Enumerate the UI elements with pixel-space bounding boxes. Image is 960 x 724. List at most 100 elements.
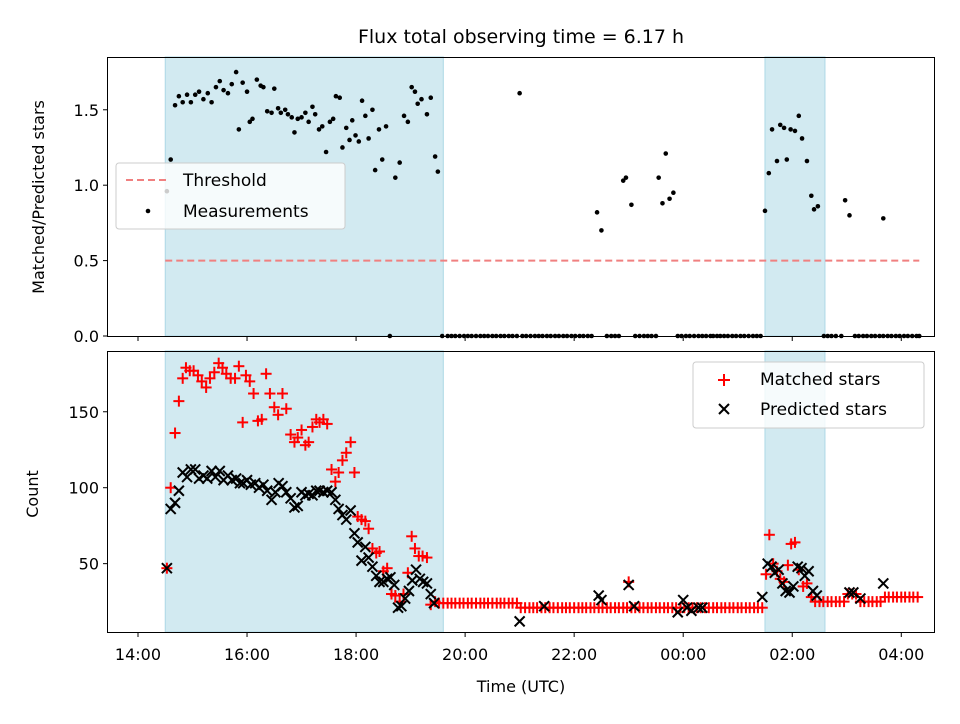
measurement-point: [671, 190, 676, 195]
top-y-axis-label: Matched/Predicted stars: [29, 100, 48, 294]
legend-matched-label: Matched stars: [760, 370, 880, 390]
measurement-point: [240, 80, 245, 85]
measurement-point: [377, 127, 382, 132]
measurement-point: [237, 127, 242, 132]
measurement-point: [384, 124, 389, 129]
measurement-point: [255, 77, 260, 82]
measurement-point: [366, 136, 371, 141]
measurement-point: [272, 86, 277, 91]
measurement-point: [344, 126, 349, 131]
measurement-point: [809, 193, 814, 198]
measurement-point: [265, 109, 270, 114]
measurement-point: [373, 168, 378, 173]
measurement-point: [816, 204, 821, 209]
measurement-point: [397, 160, 402, 165]
measurement-point: [788, 127, 793, 132]
measurement-point: [428, 95, 433, 100]
measurement-point: [425, 112, 430, 117]
y-tick-label: 0.5: [74, 252, 99, 271]
measurement-point: [517, 91, 522, 96]
measurement-point: [269, 111, 274, 116]
measurement-point: [226, 91, 231, 96]
x-tick-label: 16:00: [224, 645, 270, 664]
bottom-x-axis-label: Time (UTC): [476, 677, 565, 696]
shaded-interval: [765, 57, 825, 336]
measurement-point: [660, 201, 665, 206]
measurement-point: [261, 85, 266, 90]
predicted-star-point: [878, 578, 888, 588]
measurement-point: [360, 98, 365, 103]
measurement-point: [201, 97, 206, 102]
measurement-point: [778, 123, 783, 128]
measurement-point: [350, 118, 355, 123]
measurement-point: [663, 151, 668, 156]
measurement-point: [363, 114, 368, 119]
x-tick-label: 18:00: [333, 645, 379, 664]
y-tick-label: 150: [68, 403, 99, 422]
measurement-point: [796, 114, 801, 119]
measurement-point: [279, 111, 284, 116]
measurement-point: [337, 95, 342, 100]
measurement-point: [289, 115, 294, 120]
measurement-point: [599, 228, 604, 233]
measurement-point: [197, 89, 202, 94]
legend-predicted-label: Predicted stars: [760, 400, 887, 420]
measurement-point: [189, 100, 194, 105]
bottom-y-axis-label: Count: [23, 470, 42, 518]
measurement-point: [286, 112, 291, 117]
measurement-point: [793, 129, 798, 134]
measurement-point: [767, 171, 772, 176]
top-chart-title: Flux total observing time = 6.17 h: [358, 26, 684, 48]
top-y-ticks: 0.00.51.01.5: [74, 101, 108, 346]
measurement-point: [217, 79, 222, 84]
predicted-star-point: [515, 616, 525, 626]
measurement-point: [221, 88, 226, 93]
measurement-point: [353, 133, 358, 138]
predicted-star-point: [596, 595, 606, 605]
measurement-point: [812, 207, 817, 212]
y-tick-label: 1.0: [74, 176, 99, 195]
measurement-point: [413, 89, 418, 94]
y-tick-label: 100: [68, 479, 99, 498]
measurement-point: [370, 107, 375, 112]
measurement-point: [436, 169, 441, 174]
measurement-point: [843, 198, 848, 203]
measurement-point: [283, 107, 288, 112]
x-tick-label: 14:00: [115, 645, 161, 664]
bottom-legend: Matched stars Predicted stars: [693, 362, 924, 428]
measurement-point: [782, 126, 787, 131]
x-tick-label: 02:00: [769, 645, 815, 664]
measurement-point: [245, 89, 250, 94]
measurement-point: [881, 216, 886, 221]
measurement-point: [229, 82, 234, 87]
measurement-point: [380, 157, 385, 162]
measurement-point: [595, 210, 600, 215]
measurement-point: [320, 124, 325, 129]
measurement-point: [313, 112, 318, 117]
measurement-point: [185, 92, 190, 97]
measurement-point: [393, 175, 398, 180]
measurement-point: [250, 117, 255, 122]
measurement-point: [310, 104, 315, 109]
measurement-point: [775, 159, 780, 164]
legend-measurements-swatch: [146, 209, 151, 214]
y-tick-label: 1.5: [74, 101, 99, 120]
measurement-point: [347, 138, 352, 143]
x-tick-label: 00:00: [660, 645, 706, 664]
measurement-point: [402, 114, 407, 119]
measurement-point: [205, 91, 210, 96]
measurement-point: [303, 111, 308, 116]
y-tick-label: 50: [79, 555, 99, 574]
measurement-point: [356, 139, 361, 144]
bottom-panel: 50100150 14:0016:0018:0020:0022:0000:000…: [23, 351, 935, 696]
measurement-point: [800, 136, 805, 141]
x-tick-label: 04:00: [878, 645, 924, 664]
measurement-point: [433, 154, 438, 159]
measurement-point: [415, 101, 420, 106]
measurement-point: [324, 150, 329, 155]
measurement-point: [629, 202, 634, 207]
bottom-x-ticks: 14:0016:0018:0020:0022:0000:0002:0004:00: [115, 632, 924, 664]
measurement-point: [406, 120, 411, 125]
measurement-point: [214, 85, 219, 90]
measurement-point: [667, 196, 672, 201]
